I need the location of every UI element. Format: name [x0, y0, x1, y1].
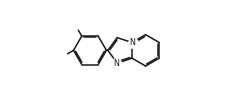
Text: N: N: [113, 59, 119, 68]
Text: N: N: [130, 38, 135, 47]
